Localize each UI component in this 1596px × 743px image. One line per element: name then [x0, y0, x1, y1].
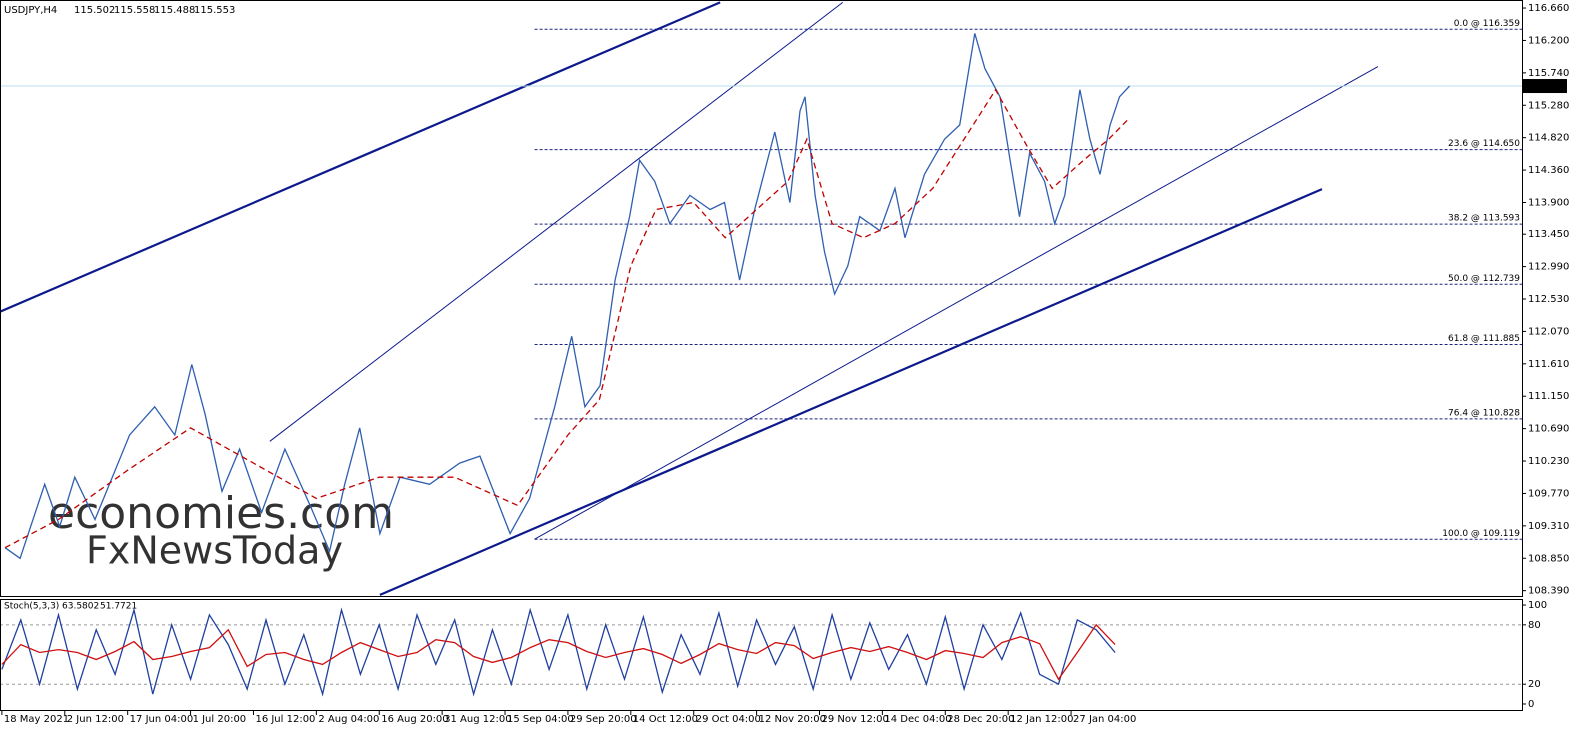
x-tick-label: 28 Dec 20:00	[947, 714, 1014, 725]
current-price-label: 115.553	[1526, 81, 1567, 92]
y-tick-label: 80	[1528, 620, 1541, 631]
indicator-title: Stoch(5,3,3)	[4, 602, 59, 612]
x-tick-label: 17 Jun 04:00	[130, 714, 194, 725]
x-tick-label: 14 Dec 04:00	[884, 714, 951, 725]
x-tick-label: 2 Jun 12:00	[67, 714, 124, 725]
series-line	[1, 607, 1116, 697]
y-tick-label: 114.360	[1528, 165, 1569, 176]
x-tick-label: 29 Nov 12:00	[821, 714, 888, 725]
trendline	[379, 188, 1323, 596]
y-tick-label: 100	[1528, 600, 1547, 611]
fib-label: 38.2 @ 113.593	[1448, 214, 1520, 224]
y-tick-label: 113.450	[1528, 229, 1569, 240]
ohlc-value: 115.502	[74, 5, 115, 16]
x-tick-label: 18 May 2021	[4, 714, 69, 725]
fib-label: 0.0 @ 116.359	[1454, 19, 1521, 29]
x-tick-label: 29 Sep 20:00	[570, 714, 637, 725]
y-tick-label: 115.280	[1528, 100, 1569, 111]
x-tick-label: 2 Aug 04:00	[318, 714, 379, 725]
y-tick-label: 108.850	[1528, 553, 1569, 564]
fib-label: 100.0 @ 109.119	[1442, 529, 1520, 539]
y-tick-label: 108.390	[1528, 586, 1569, 597]
x-tick-label: 29 Oct 04:00	[696, 714, 761, 725]
y-tick-label: 112.530	[1528, 294, 1569, 305]
ohlc-value: 115.558	[114, 5, 155, 16]
x-tick-label: 14 Oct 12:00	[633, 714, 698, 725]
y-tick-label: 0	[1528, 699, 1534, 710]
x-tick-label: 1 Jul 20:00	[193, 714, 247, 725]
trendline	[534, 66, 1379, 540]
x-tick-label: 27 Jan 04:00	[1073, 714, 1136, 725]
indicator-reading: 63.5802	[62, 602, 99, 612]
fib-label: 23.6 @ 114.650	[1448, 139, 1520, 149]
series-line	[1, 623, 1116, 681]
y-tick-label: 110.230	[1528, 456, 1569, 467]
x-tick-label: 16 Jul 12:00	[255, 714, 315, 725]
series-line	[4, 33, 1131, 560]
x-tick-label: 16 Aug 20:00	[381, 714, 448, 725]
y-tick-label: 111.150	[1528, 391, 1569, 402]
ohlc-value: 115.553	[194, 5, 235, 16]
fib-label: 50.0 @ 112.739	[1448, 274, 1520, 284]
indicator-reading: 51.7721	[100, 602, 137, 612]
series-line	[4, 88, 1131, 549]
y-tick-label: 112.070	[1528, 326, 1569, 337]
plot: 116.660 116.200 115.740 115.280 114.820 114.3…	[0, 1, 1569, 725]
y-tick-label: 116.200	[1528, 35, 1569, 46]
trendline	[269, 2, 844, 442]
y-tick-label: 111.610	[1528, 359, 1569, 370]
fib-label: 61.8 @ 111.885	[1448, 334, 1520, 344]
x-tick-label: 12 Jan 12:00	[1010, 714, 1073, 725]
x-tick-label: 31 Aug 12:00	[444, 714, 511, 725]
y-tick-label: 112.990	[1528, 262, 1569, 273]
fib-label: 76.4 @ 110.828	[1448, 408, 1520, 418]
y-tick-label: 20	[1528, 679, 1541, 690]
y-tick-label: 116.660	[1528, 3, 1569, 14]
stoch-frame	[0, 599, 1523, 711]
watermark-text: economies.com	[48, 488, 394, 539]
watermark-text: FxNewsToday	[86, 529, 343, 573]
x-tick-label: 12 Nov 20:00	[759, 714, 826, 725]
y-tick-label: 109.310	[1528, 521, 1569, 532]
y-tick-label: 115.740	[1528, 68, 1569, 79]
y-tick-label: 113.900	[1528, 197, 1569, 208]
y-tick-label: 114.820	[1528, 133, 1569, 144]
trendline	[0, 1, 721, 313]
main-frame	[0, 0, 1523, 597]
symbol-label: USDJPY,H4	[4, 5, 57, 16]
y-tick-label: 109.770	[1528, 488, 1569, 499]
ohlc-value: 115.488	[154, 5, 195, 16]
current-price-box	[1523, 79, 1567, 94]
x-tick-label: 15 Sep 04:00	[507, 714, 574, 725]
y-tick-label: 110.690	[1528, 424, 1569, 435]
